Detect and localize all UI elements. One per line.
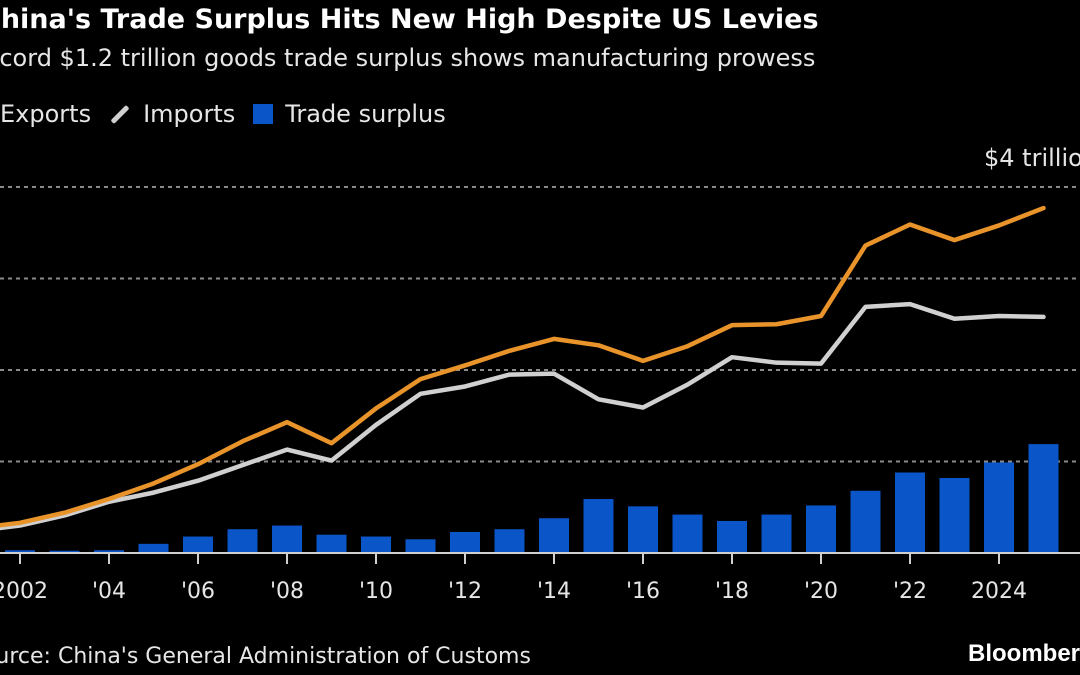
y-axis-top-label: $4 trillion (984, 144, 1080, 172)
chart-title: China's Trade Surplus Hits New High Desp… (0, 4, 819, 35)
surplus-bar (761, 514, 792, 553)
surplus-bar (272, 525, 302, 553)
surplus-bar (138, 543, 169, 553)
surplus-bar (717, 520, 747, 553)
x-tick-label: '04 (92, 579, 126, 604)
chart-subtitle: Record $1.2 trillion goods trade surplus… (0, 44, 816, 72)
surplus-bar (939, 477, 970, 553)
surplus-bar (227, 529, 258, 553)
surplus-bar-swatch-icon (253, 104, 274, 124)
surplus-bar (539, 518, 569, 553)
x-tick-label: '20 (804, 579, 838, 604)
surplus-bar (5, 550, 35, 553)
legend-item-imports: Imports (109, 100, 235, 128)
legend: Exports Imports Trade surplus (0, 100, 464, 128)
x-tick-label: '10 (359, 579, 393, 604)
x-tick-label: '22 (893, 579, 927, 604)
surplus-bar (316, 534, 347, 553)
legend-item-surplus: Trade surplus (253, 100, 446, 128)
surplus-bar (405, 539, 436, 553)
surplus-bar (361, 536, 391, 553)
surplus-bar (806, 505, 836, 553)
surplus-bar (850, 490, 881, 553)
source-note: Source: China's General Administration o… (0, 644, 531, 669)
surplus-bar (450, 531, 480, 553)
surplus-bar (1028, 444, 1059, 553)
legend-label-surplus: Trade surplus (285, 100, 446, 128)
surplus-bar (895, 472, 925, 553)
surplus-bar (628, 506, 658, 553)
surplus-bar (672, 514, 703, 553)
imports-line (0, 301, 1046, 531)
surplus-bar (984, 462, 1014, 553)
surplus-bar (583, 499, 614, 553)
legend-item-exports: Exports (0, 100, 91, 128)
x-tick-label: '14 (537, 579, 571, 604)
surplus-bar (183, 536, 213, 553)
exports-line (0, 205, 1046, 528)
x-tick-label: '12 (448, 579, 482, 604)
surplus-bar (49, 550, 80, 553)
x-tick-label: '16 (626, 579, 660, 604)
x-tick-label: 2002 (0, 579, 48, 604)
surplus-bar (494, 529, 525, 553)
x-tick-label: 2024 (971, 579, 1027, 604)
surplus-bar (94, 550, 124, 553)
legend-label-exports: Exports (0, 100, 92, 128)
x-tick-label: '06 (181, 579, 215, 604)
x-tick-label: '18 (715, 579, 749, 604)
legend-label-imports: Imports (143, 100, 236, 128)
bloomberg-logo: Bloomberg (968, 640, 1080, 667)
x-tick-label: '08 (270, 579, 304, 604)
